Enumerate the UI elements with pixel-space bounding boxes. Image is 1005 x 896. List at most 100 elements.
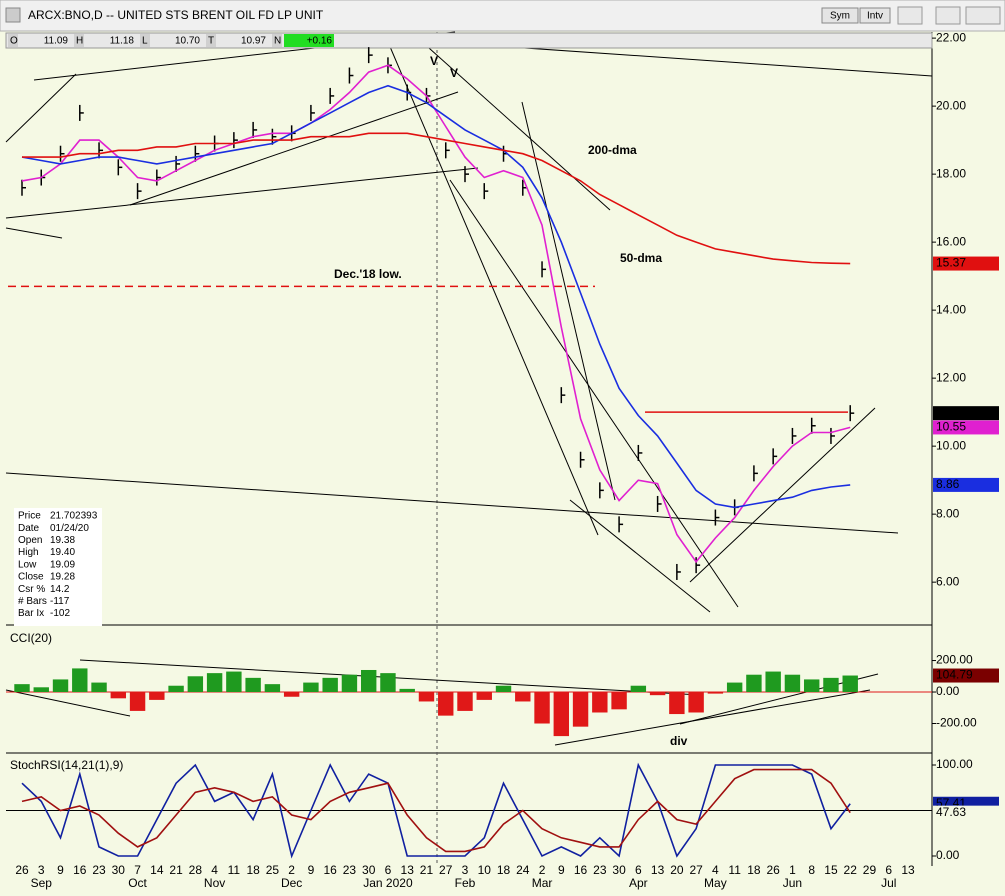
x-month-label: Feb bbox=[455, 876, 476, 890]
quote-label-box bbox=[140, 34, 150, 47]
quote-value: 10.70 bbox=[175, 36, 200, 47]
quote-bar: O 11.09 H 11.18 L 10.70 T 10.97 N +0.16 bbox=[5, 32, 933, 49]
histogram-bar bbox=[438, 692, 454, 716]
histogram-bar bbox=[91, 682, 107, 693]
quote-value: 11.18 bbox=[110, 36, 135, 47]
x-tick-label: 6 bbox=[885, 863, 892, 877]
histogram-bar bbox=[399, 688, 415, 693]
histogram-bar bbox=[534, 692, 550, 724]
price-bar bbox=[233, 132, 238, 149]
price-tag-label: 10.55 bbox=[936, 420, 966, 434]
histogram-bar bbox=[553, 692, 570, 737]
x-tick-label: 18 bbox=[497, 863, 511, 877]
x-tick-label: 30 bbox=[612, 863, 626, 877]
info-value: 14.2 bbox=[50, 584, 70, 595]
histogram-bar bbox=[784, 674, 801, 693]
info-label: Price bbox=[18, 511, 41, 522]
x-tick-label: 16 bbox=[574, 863, 588, 877]
button-label: Sym bbox=[830, 11, 850, 22]
x-tick-label: 16 bbox=[323, 863, 337, 877]
x-tick-label: 30 bbox=[362, 863, 376, 877]
sym-button[interactable]: Sym bbox=[821, 7, 859, 24]
x-tick-label: 10 bbox=[478, 863, 492, 877]
minimize-button[interactable] bbox=[897, 6, 923, 25]
price-bar bbox=[252, 121, 258, 138]
price-bar bbox=[444, 142, 450, 159]
info-value: 01/24/20 bbox=[50, 523, 89, 534]
series-line bbox=[21, 64, 851, 564]
price-bar bbox=[117, 159, 123, 176]
x-tick-label: 4 bbox=[712, 863, 719, 877]
histogram-bar bbox=[515, 692, 531, 702]
y-tick-label: 16.00 bbox=[936, 234, 966, 248]
info-label: Bar Ix bbox=[18, 608, 44, 619]
quote-value: +0.16 bbox=[307, 36, 333, 47]
info-bg bbox=[14, 508, 102, 626]
price-tag bbox=[933, 805, 999, 820]
info-label: Date bbox=[18, 523, 40, 534]
price-bar bbox=[21, 179, 26, 196]
price-bar bbox=[695, 557, 701, 574]
x-tick-label: 7 bbox=[134, 863, 141, 877]
info-label: # Bars bbox=[18, 596, 47, 607]
maximize-button[interactable] bbox=[935, 6, 961, 25]
price-bar bbox=[136, 183, 142, 200]
price-bar bbox=[175, 155, 181, 172]
histogram-bar bbox=[322, 677, 338, 693]
histogram-bar bbox=[206, 673, 223, 693]
price-bar bbox=[772, 448, 778, 465]
x-tick-label: 13 bbox=[401, 863, 415, 877]
quote-label-box bbox=[8, 34, 18, 47]
histogram-bar bbox=[129, 692, 146, 711]
y-tick-label: 22.00 bbox=[936, 30, 966, 44]
x-month-label: Mar bbox=[532, 876, 553, 890]
x-tick-label: 2 bbox=[288, 863, 295, 877]
price-bar bbox=[753, 465, 758, 482]
y-tick-label: 12.00 bbox=[936, 370, 966, 384]
y-tick-label: 200.00 bbox=[936, 653, 973, 667]
histogram-bar bbox=[765, 671, 781, 693]
histogram-bar bbox=[649, 692, 666, 696]
price-bar bbox=[59, 145, 65, 162]
x-month-label: Oct bbox=[128, 876, 147, 890]
histogram-bar bbox=[688, 692, 704, 713]
histogram-bar bbox=[341, 674, 358, 693]
price-bar bbox=[194, 145, 200, 162]
price-bar bbox=[676, 563, 681, 580]
price-bar bbox=[348, 67, 354, 84]
x-tick-label: 3 bbox=[38, 863, 45, 877]
quote-label-box bbox=[74, 34, 84, 47]
y-tick-label: 14.00 bbox=[936, 302, 966, 316]
quote-label: T bbox=[208, 36, 214, 47]
histogram-bar bbox=[303, 682, 319, 693]
histogram-bar bbox=[360, 669, 377, 693]
info-label: Low bbox=[18, 559, 37, 570]
y-tick-label: -200.00 bbox=[936, 716, 977, 730]
info-label: High bbox=[18, 547, 39, 558]
close-button[interactable] bbox=[965, 6, 1001, 25]
price-bar bbox=[579, 451, 585, 468]
x-month-label: Dec bbox=[281, 876, 302, 890]
series-line bbox=[21, 84, 851, 509]
price-bar bbox=[637, 444, 643, 461]
histogram-bar bbox=[110, 692, 127, 699]
x-tick-label: 23 bbox=[343, 863, 357, 877]
info-value: 21.702393 bbox=[50, 511, 98, 522]
price-bar bbox=[618, 516, 624, 533]
x-tick-label: 15 bbox=[824, 863, 838, 877]
x-tick-label: 27 bbox=[689, 863, 703, 877]
histogram-bar bbox=[380, 673, 396, 693]
x-tick-label: 13 bbox=[901, 863, 915, 877]
histogram-bar bbox=[226, 671, 242, 693]
info-value: 19.09 bbox=[50, 559, 75, 570]
price-tag-label: 8.86 bbox=[936, 477, 960, 491]
histogram-bar bbox=[630, 685, 647, 693]
x-month-label: Jun bbox=[783, 876, 802, 890]
quote-label-box bbox=[272, 34, 282, 47]
x-tick-label: 26 bbox=[766, 863, 780, 877]
histogram-bar bbox=[149, 692, 165, 700]
x-tick-label: 21 bbox=[169, 863, 183, 877]
intv-button[interactable]: Intv bbox=[859, 7, 891, 24]
histogram-bar bbox=[187, 676, 204, 693]
histogram-bar bbox=[707, 692, 724, 694]
